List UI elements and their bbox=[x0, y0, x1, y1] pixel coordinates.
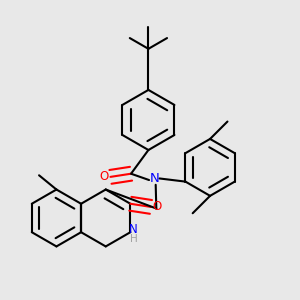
Text: N: N bbox=[150, 172, 160, 185]
Text: H: H bbox=[130, 233, 137, 244]
Text: O: O bbox=[153, 200, 162, 213]
Text: O: O bbox=[100, 170, 109, 183]
Text: N: N bbox=[129, 223, 138, 236]
